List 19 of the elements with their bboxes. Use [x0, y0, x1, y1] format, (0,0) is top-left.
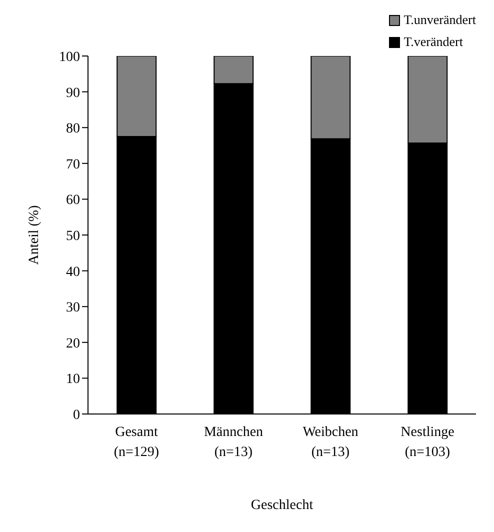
legend-label: T.unverändert — [404, 12, 476, 28]
y-tick-label: 20 — [66, 336, 80, 352]
x-tick-label: Nestlinge (n=103) — [400, 425, 454, 460]
y-tick-label: 60 — [66, 193, 80, 208]
y-tick-label: 50 — [66, 228, 80, 244]
x-tick-label: Weibchen (n=13) — [302, 425, 358, 460]
y-tick-label: 70 — [66, 157, 80, 172]
legend-label: T.verändert — [404, 34, 463, 50]
y-tick-label: 100 — [59, 50, 80, 65]
y-tick-label: 40 — [66, 264, 80, 280]
x-tick-label: Männchen (n=13) — [204, 425, 264, 460]
x-tick-label: Gesamt (n=129) — [114, 425, 160, 460]
y-axis-title: Anteil (%) — [26, 204, 42, 265]
y-tick-label: 90 — [66, 86, 80, 101]
y-tick-label: 0 — [73, 408, 80, 423]
y-tick-label: 80 — [66, 122, 80, 137]
y-tick-label: 30 — [66, 300, 80, 316]
x-axis-title: Geschlecht — [250, 498, 314, 513]
y-tick-label: 10 — [66, 372, 80, 388]
